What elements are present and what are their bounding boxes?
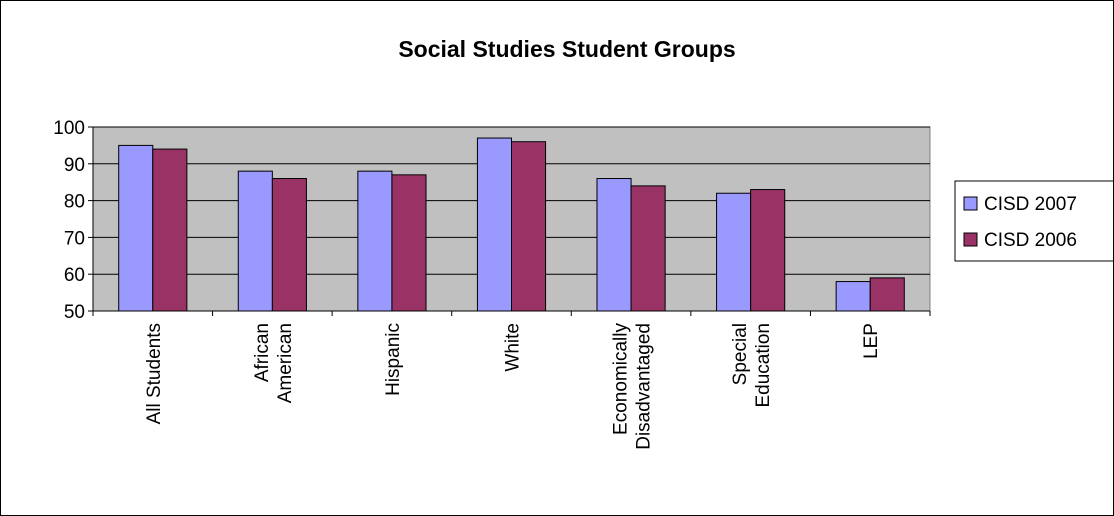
x-category-label-line: African xyxy=(252,323,273,382)
x-category-label-line: Education xyxy=(753,323,774,408)
y-tick-labels: 50 60 70 80 90 100 xyxy=(53,118,85,323)
x-category-label-line: All Students xyxy=(144,323,165,424)
axes xyxy=(88,126,931,316)
y-tick-label: 60 xyxy=(64,265,85,286)
x-category-label-line: Hispanic xyxy=(383,323,404,396)
x-category-label: Hispanic xyxy=(383,323,404,396)
x-category-label-line: LEP xyxy=(861,323,882,359)
legend: CISD 2007 CISD 2006 xyxy=(954,180,1113,262)
x-category-label: African American xyxy=(252,323,296,403)
bar xyxy=(869,277,905,312)
x-category-label: White xyxy=(503,323,524,372)
y-tick-label: 50 xyxy=(64,302,85,323)
x-category-label-line: Special xyxy=(730,323,751,385)
bar xyxy=(118,144,154,312)
bar xyxy=(476,137,513,312)
x-category-label-line: White xyxy=(503,323,524,372)
legend-box xyxy=(954,180,1113,262)
legend-label: CISD 2007 xyxy=(984,194,1077,215)
y-tick-label: 90 xyxy=(64,155,85,176)
chart-title: Social Studies Student Groups xyxy=(398,36,735,62)
bar xyxy=(835,281,871,312)
y-tick-label: 100 xyxy=(53,118,85,139)
bar xyxy=(391,174,427,312)
x-category-label: Economically Disadvantaged xyxy=(611,323,655,450)
y-tick-label: 80 xyxy=(64,192,85,213)
bars xyxy=(118,137,905,312)
legend-label: CISD 2006 xyxy=(984,230,1077,251)
bar xyxy=(237,170,273,312)
bar xyxy=(750,189,786,312)
legend-swatch xyxy=(963,232,978,247)
bar xyxy=(716,192,752,312)
bar xyxy=(152,148,188,312)
bar xyxy=(357,170,393,312)
x-category-label: Special Education xyxy=(730,323,774,408)
bar xyxy=(630,185,666,312)
bar xyxy=(511,141,547,312)
bar xyxy=(596,178,632,312)
x-category-label-line: Economically xyxy=(611,323,632,435)
x-tick-labels: All Students African American Hispanic White… xyxy=(144,323,882,450)
bar xyxy=(271,178,307,312)
x-category-label-line: Disadvantaged xyxy=(634,323,655,450)
x-category-label-line: American xyxy=(275,323,296,403)
y-tick-label: 70 xyxy=(64,228,85,249)
legend-swatch xyxy=(963,196,978,211)
x-category-label: All Students xyxy=(144,323,165,424)
x-category-label: LEP xyxy=(861,323,882,359)
